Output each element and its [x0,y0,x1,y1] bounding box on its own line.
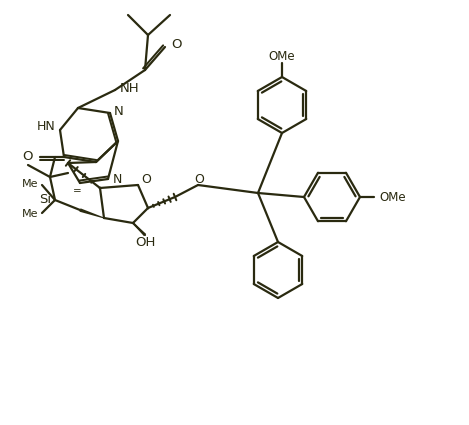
Text: O: O [23,150,33,162]
Text: Me: Me [22,209,38,219]
Polygon shape [133,223,146,236]
Text: NH: NH [120,82,140,94]
Text: O: O [171,37,182,51]
Text: O: O [194,173,204,185]
Text: Me: Me [22,179,38,189]
Text: OMe: OMe [379,190,406,204]
Text: O: O [141,173,151,185]
Text: N: N [114,105,124,117]
Text: N: N [113,173,122,185]
Text: HN: HN [36,119,55,133]
Polygon shape [79,208,104,218]
Text: OH: OH [135,235,155,249]
Text: =: = [73,186,82,196]
Text: Si: Si [39,193,51,206]
Text: OMe: OMe [269,49,295,62]
